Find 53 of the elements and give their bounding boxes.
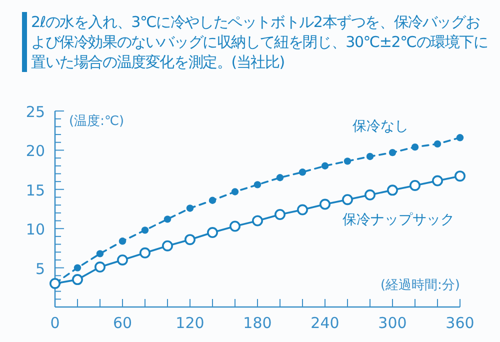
point (186, 204, 194, 212)
point (342, 194, 353, 206)
y-tick-label: 20 (26, 142, 45, 160)
x-tick-label: 360 (446, 314, 474, 332)
point (72, 274, 83, 286)
x-tick-label: 120 (176, 314, 204, 332)
x-tick-label: 60 (112, 314, 132, 332)
point (207, 227, 218, 238)
point (117, 254, 128, 266)
point (141, 226, 149, 234)
y-tick-label: 10 (26, 220, 45, 239)
point (162, 240, 173, 252)
point (254, 181, 262, 188)
x-tick-label: 0 (50, 314, 60, 332)
point (74, 264, 82, 272)
point (274, 208, 286, 220)
series-label: 保冷なし (352, 118, 408, 135)
point (184, 234, 196, 246)
point (140, 247, 150, 258)
y-axis-title: (温度:℃) (69, 113, 124, 129)
y-tick-label: 15 (26, 181, 45, 200)
point (321, 162, 329, 170)
point (410, 180, 420, 191)
point (387, 184, 398, 196)
x-tick-label: 300 (378, 314, 407, 332)
point (230, 220, 240, 232)
point (118, 238, 126, 245)
x-tick-label: 240 (310, 314, 340, 332)
point (208, 196, 216, 204)
point (434, 140, 442, 148)
y-tick-label: 5 (35, 260, 45, 278)
point (454, 170, 466, 182)
point (344, 158, 352, 165)
point (276, 174, 284, 182)
point (388, 148, 396, 156)
point (298, 168, 306, 176)
point (320, 198, 330, 210)
y-tick-label: 25 (26, 103, 45, 121)
point (94, 262, 106, 273)
chart-title: 2ℓの水を入れ、3℃に冷やしたペットボトル2本ずつを、保冷バッグおよび保冷効果のないバッグに収納して紐を閉じ、30℃±2℃の環境下に置いた場合の温度変化を測定。(当社比) (22, 12, 493, 72)
x-axis-title: (経過時間:分) (380, 278, 460, 293)
point (164, 216, 172, 223)
point (96, 250, 104, 258)
x-tick-label: 180 (243, 314, 272, 332)
point (456, 134, 464, 142)
point (252, 215, 263, 226)
series-label: 保冷ナップサック (342, 212, 454, 228)
point (297, 204, 308, 216)
point (432, 175, 443, 186)
point (231, 188, 239, 196)
point (364, 189, 376, 200)
point (411, 143, 419, 151)
point (366, 152, 374, 160)
